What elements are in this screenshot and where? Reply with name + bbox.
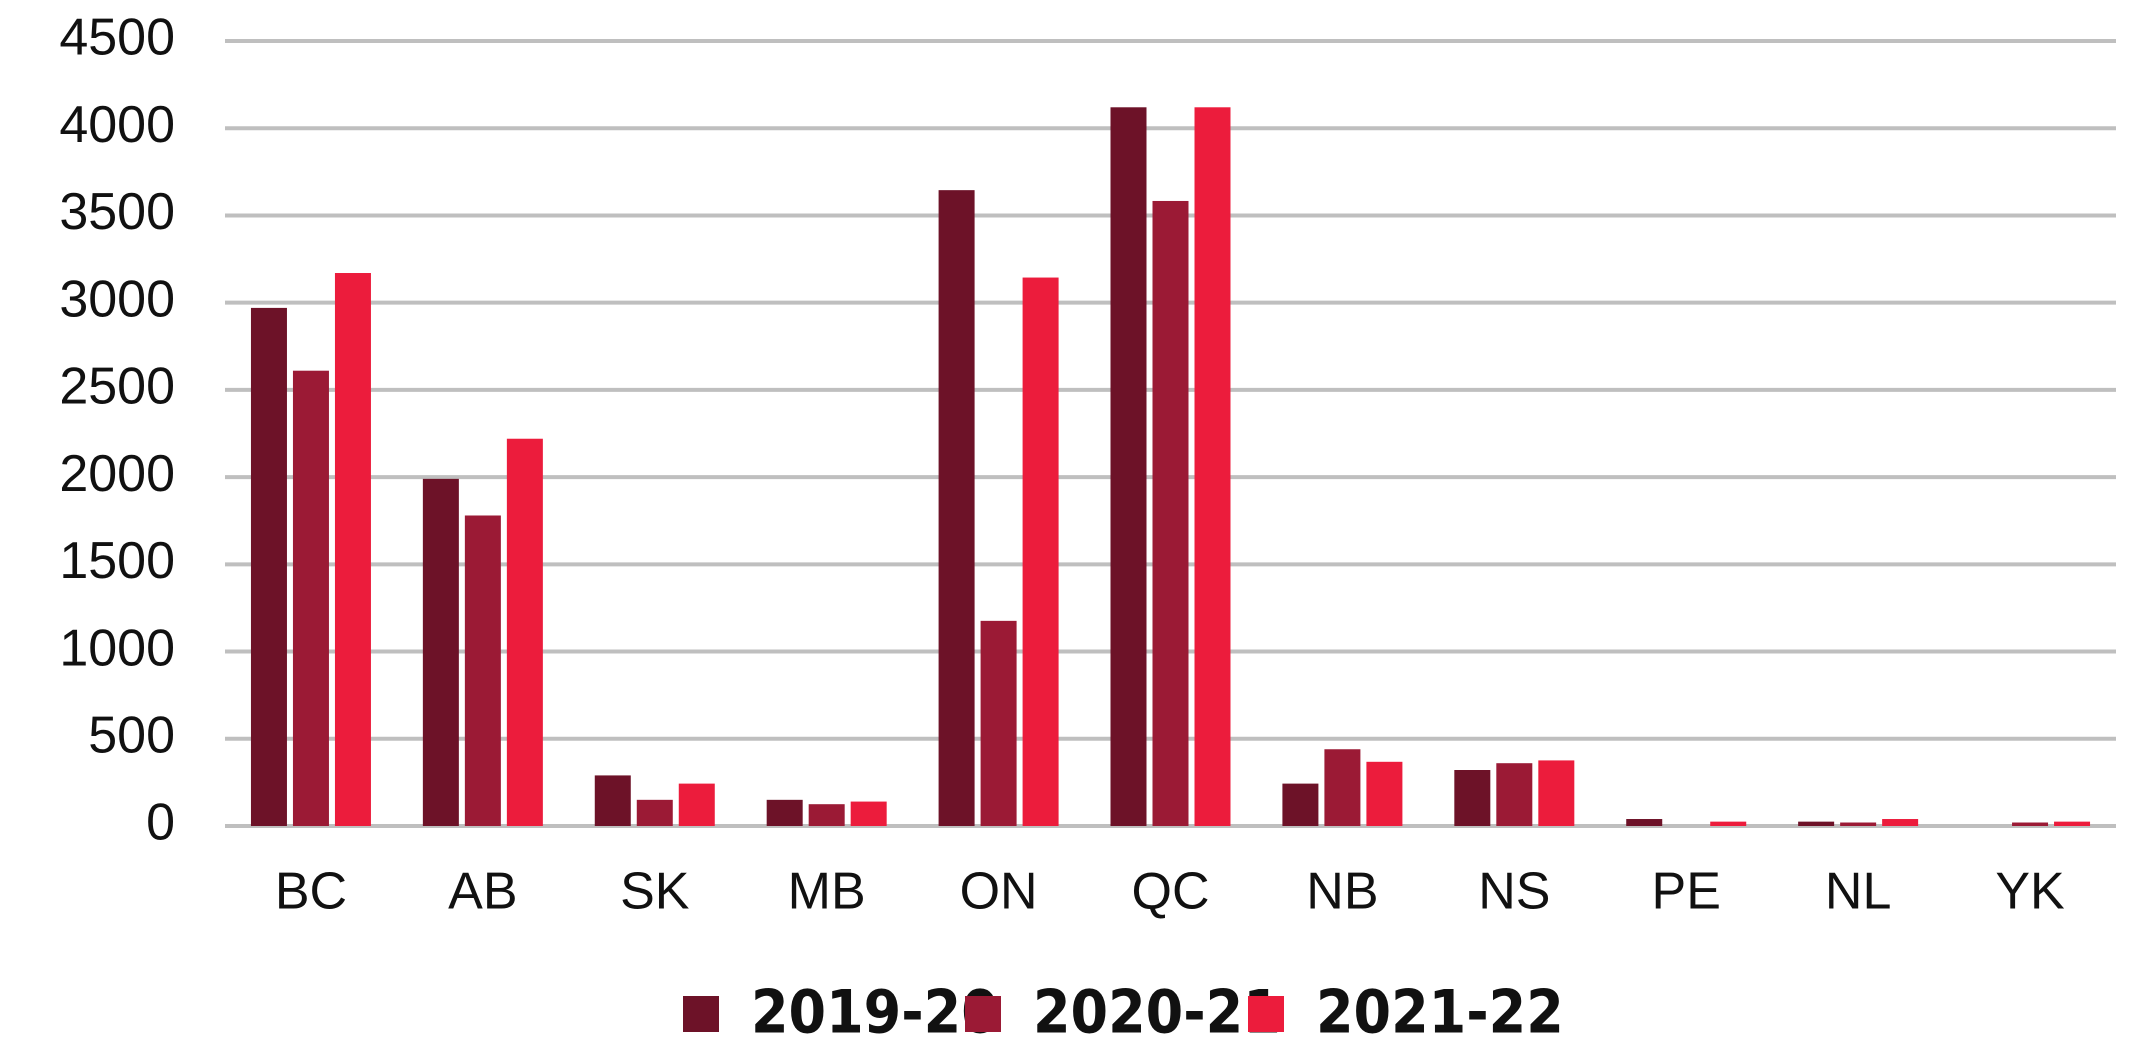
- bar: [938, 190, 975, 826]
- y-tick-label: 1000: [59, 619, 175, 677]
- bar: [1282, 783, 1319, 826]
- y-tick-label: 2500: [59, 358, 175, 416]
- y-tick-label: 1500: [59, 532, 175, 590]
- bar: [1798, 821, 1835, 826]
- bar: [1454, 770, 1491, 826]
- bar: [2054, 821, 2091, 826]
- bar: [980, 620, 1017, 826]
- bar: [1840, 822, 1877, 826]
- bar: [1882, 819, 1919, 826]
- bar: [1022, 277, 1059, 827]
- bar: [1626, 819, 1663, 826]
- bar: [506, 438, 543, 826]
- y-tick-label: 0: [146, 794, 175, 852]
- bar: [594, 775, 631, 826]
- bar: [1324, 749, 1361, 826]
- x-tick-label: NL: [1825, 863, 1891, 921]
- y-tick-label: 3000: [59, 270, 175, 328]
- legend-swatch: [683, 996, 719, 1032]
- x-tick-label: MB: [788, 863, 866, 921]
- x-tick-label: NB: [1306, 863, 1378, 921]
- bar: [292, 370, 329, 826]
- y-tick-label: 4500: [59, 9, 175, 67]
- bar: [464, 515, 501, 826]
- bar: [1152, 200, 1189, 826]
- bar: [766, 799, 803, 826]
- legend-swatch: [965, 996, 1001, 1032]
- y-tick-label: 500: [88, 707, 175, 765]
- x-tick-label: QC: [1132, 863, 1210, 921]
- legend-swatch: [1248, 996, 1284, 1032]
- bar: [1110, 107, 1147, 827]
- bar: [808, 804, 845, 826]
- x-tick-label: PE: [1652, 863, 1721, 921]
- bar: [850, 801, 887, 826]
- x-tick-label: NS: [1478, 863, 1550, 921]
- x-tick-label: AB: [448, 863, 517, 921]
- legend-label: 2020-21: [1033, 978, 1281, 1048]
- bar: [1496, 763, 1533, 826]
- bar: [1710, 821, 1747, 826]
- bar: [334, 273, 371, 826]
- bar: [250, 307, 287, 826]
- x-tick-label: ON: [960, 863, 1038, 921]
- bar: [2012, 822, 2049, 826]
- x-tick-label: BC: [275, 863, 347, 921]
- y-tick-label: 4000: [59, 96, 175, 154]
- bar: [678, 783, 715, 826]
- y-tick-label: 2000: [59, 445, 175, 503]
- x-tick-label: YK: [1995, 863, 2065, 921]
- bar: [1366, 761, 1403, 826]
- x-tick-label: SK: [620, 863, 690, 921]
- legend-label: 2021-22: [1316, 978, 1564, 1048]
- y-tick-label: 3500: [59, 183, 175, 241]
- bar: [636, 799, 673, 826]
- bar: [1194, 107, 1231, 827]
- bar: [1538, 760, 1575, 826]
- bar: [422, 478, 459, 826]
- legend-label: 2019-20: [751, 978, 999, 1048]
